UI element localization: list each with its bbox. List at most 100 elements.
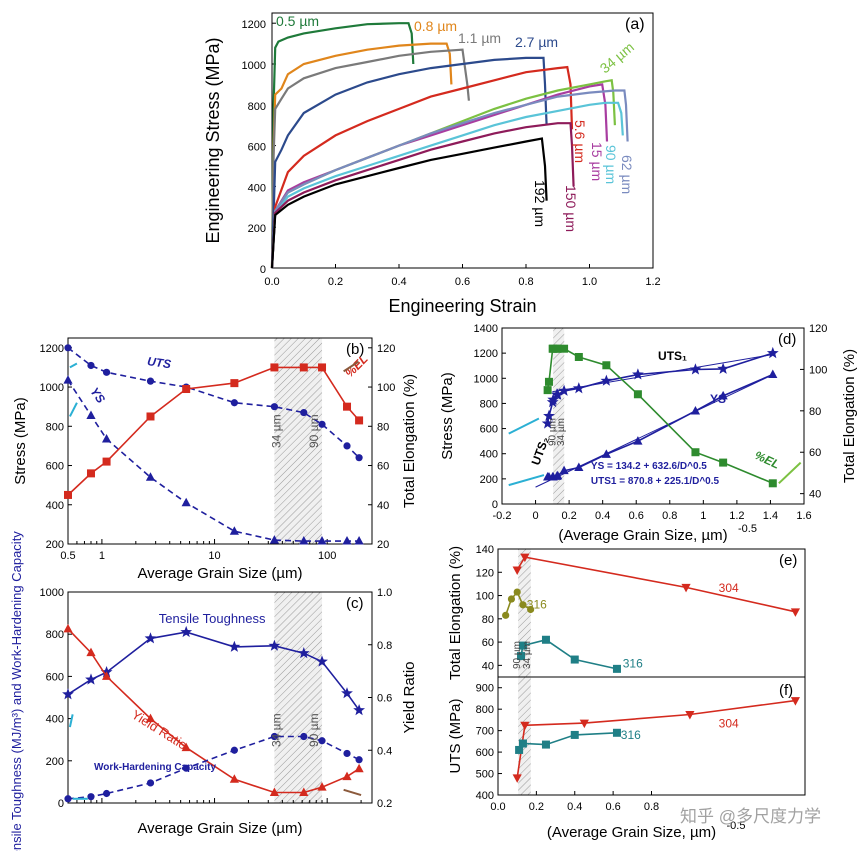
y-tick-label: 1400 <box>474 323 498 335</box>
plot-frame <box>497 676 806 796</box>
y-tick-label: 0 <box>492 499 498 511</box>
data-point <box>560 344 569 353</box>
series-line-150m <box>270 122 575 269</box>
panel-label: (f) <box>779 682 793 699</box>
panel-label: (b) <box>346 341 364 358</box>
data-point <box>513 588 521 596</box>
data-point <box>512 774 522 783</box>
data-point <box>502 611 510 619</box>
series-line-90m <box>270 101 624 269</box>
data-point <box>102 789 111 798</box>
y2-axis-label: Yield Ratio <box>401 662 418 734</box>
data-point <box>270 363 279 372</box>
data-point <box>317 782 327 791</box>
data-point <box>299 363 308 372</box>
data-point <box>85 673 97 685</box>
data-point <box>342 536 352 545</box>
data-point <box>600 374 613 386</box>
data-point <box>355 756 363 764</box>
y-tick-label: 100 <box>476 591 494 603</box>
data-point <box>690 405 701 415</box>
data-point <box>518 641 527 650</box>
x-tick-label: 0.5 <box>60 550 75 562</box>
data-point <box>342 771 352 781</box>
data-point <box>612 664 621 673</box>
y-tick-label: 600 <box>46 461 64 473</box>
y-tick-label: 0 <box>260 264 266 276</box>
series-label: Tensile Toughness <box>159 611 266 626</box>
x-tick-label: 1.2 <box>729 510 744 522</box>
series-line-08m <box>270 42 453 269</box>
x-axis-label: (Average Grain Size, µm) <box>558 527 727 544</box>
y-tick-label: 120 <box>809 323 827 335</box>
data-point <box>144 632 157 644</box>
series-label: 304 <box>719 716 739 730</box>
x-axis-label: Engineering Strain <box>388 296 536 316</box>
data-point <box>229 526 239 535</box>
data-point <box>354 536 364 545</box>
panel-a-background <box>202 2 792 320</box>
series-line-uts <box>67 347 360 459</box>
data-point <box>300 408 308 417</box>
panel-e: 40 60 80 100 120 140 Total Elongation (%) (e) 30… <box>447 544 806 795</box>
x-axis-label: Average Grain Size (µm) <box>137 820 302 837</box>
data-point <box>790 697 801 706</box>
series-label: 316 <box>621 728 641 742</box>
x-axis-label-exponent: -0.5 <box>738 523 757 535</box>
data-point <box>543 409 555 421</box>
data-point <box>515 745 524 754</box>
y-axis-label: Stress (MPa) <box>12 397 29 485</box>
data-point <box>341 687 353 699</box>
data-point <box>612 728 621 737</box>
data-point <box>269 535 280 544</box>
x-tick-label: 0.8 <box>644 801 659 813</box>
series-label: 90 µm <box>603 145 619 184</box>
series-label: 304 <box>719 581 739 595</box>
data-point <box>343 402 352 411</box>
y-tick-label: 20 <box>377 539 389 551</box>
series-line-304 <box>516 699 796 778</box>
y-tick-label: 40 <box>482 660 494 672</box>
data-point <box>512 566 522 575</box>
shaded-region <box>274 338 323 544</box>
data-point <box>551 388 564 400</box>
y-tick-label: 0.4 <box>377 745 392 757</box>
data-point <box>318 737 326 745</box>
panel-b: 0.5 1 10 100 200 400 600 800 1000 1200 20 40 60 80 100… <box>12 337 418 582</box>
data-point <box>270 732 279 741</box>
shade-label: 90 µm <box>512 641 523 669</box>
data-point <box>541 635 550 644</box>
data-point <box>547 393 560 405</box>
y-tick-label: 1000 <box>40 587 64 599</box>
equation: UTS1 = 870.8 + 225.1/D^0.5 <box>591 476 720 487</box>
y-axis-label: Tensile Toughness (MJ/m³) and Work-Harde… <box>9 531 24 851</box>
x-tick-label: 1.4 <box>763 510 778 522</box>
data-point <box>299 536 309 545</box>
data-point <box>230 399 238 407</box>
x-tick-label: 0.4 <box>391 276 406 288</box>
x-tick-label: 0.2 <box>328 276 343 288</box>
plot-frame <box>497 548 806 678</box>
panel-label: (d) <box>778 331 796 348</box>
y-tick-label: 200 <box>248 223 266 235</box>
y-tick-label: 400 <box>248 182 266 194</box>
y-tick-label: 800 <box>480 398 498 410</box>
data-point <box>318 363 327 372</box>
data-point <box>64 490 72 499</box>
series-line-316 <box>520 638 618 670</box>
series-label: 316 <box>623 657 643 671</box>
y-tick-label: 200 <box>480 474 498 486</box>
data-point <box>182 385 191 394</box>
y-tick-label: 60 <box>377 461 389 473</box>
data-point <box>297 647 310 659</box>
data-point <box>719 458 728 467</box>
panel-a: 0.0 0.2 0.4 0.6 0.8 1.0 1.2 0 200 400 600 800 1000 12… <box>202 2 792 320</box>
y-axis-label: Stress (MPa) <box>439 372 456 460</box>
x-tick-label: 0.0 <box>264 276 279 288</box>
data-point <box>101 434 112 443</box>
series-label: YS <box>710 392 726 406</box>
series-label: 192 µm <box>532 180 548 227</box>
data-point <box>689 363 702 375</box>
series-line-15m <box>270 83 609 269</box>
data-point <box>317 536 327 545</box>
